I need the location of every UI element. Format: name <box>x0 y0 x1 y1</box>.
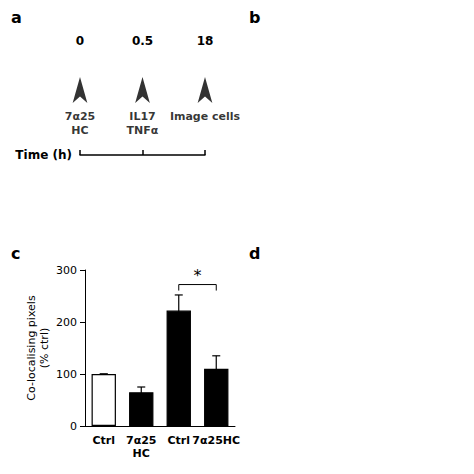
svg-text:Ctrl: Ctrl <box>92 434 115 447</box>
svg-text:a: a <box>11 8 22 27</box>
svg-text:7α25HC: 7α25HC <box>192 434 240 447</box>
svg-text:300: 300 <box>56 264 77 277</box>
svg-text:HC: HC <box>133 447 150 460</box>
svg-text:HC: HC <box>71 124 88 137</box>
svg-text:*: * <box>194 266 202 285</box>
svg-text:Ctrl: Ctrl <box>167 434 190 447</box>
svg-text:18: 18 <box>197 34 214 48</box>
svg-text:Time (h): Time (h) <box>15 148 72 162</box>
svg-text:Image cells: Image cells <box>170 110 241 123</box>
svg-text:b: b <box>249 8 260 27</box>
svg-text:IL17: IL17 <box>129 110 155 123</box>
svg-text:TNFα: TNFα <box>127 124 159 137</box>
svg-text:Co-localising pixels: Co-localising pixels <box>25 295 38 401</box>
svg-text:(% ctrl): (% ctrl) <box>38 328 51 368</box>
svg-text:7α25: 7α25 <box>65 110 96 123</box>
svg-text:0: 0 <box>76 34 84 48</box>
svg-text:0: 0 <box>70 420 77 433</box>
svg-text:100: 100 <box>56 368 77 381</box>
svg-text:7α25: 7α25 <box>126 434 157 447</box>
svg-text:200: 200 <box>56 316 77 329</box>
svg-text:d: d <box>249 244 260 263</box>
svg-text:0.5: 0.5 <box>132 34 153 48</box>
svg-text:c: c <box>11 244 20 263</box>
